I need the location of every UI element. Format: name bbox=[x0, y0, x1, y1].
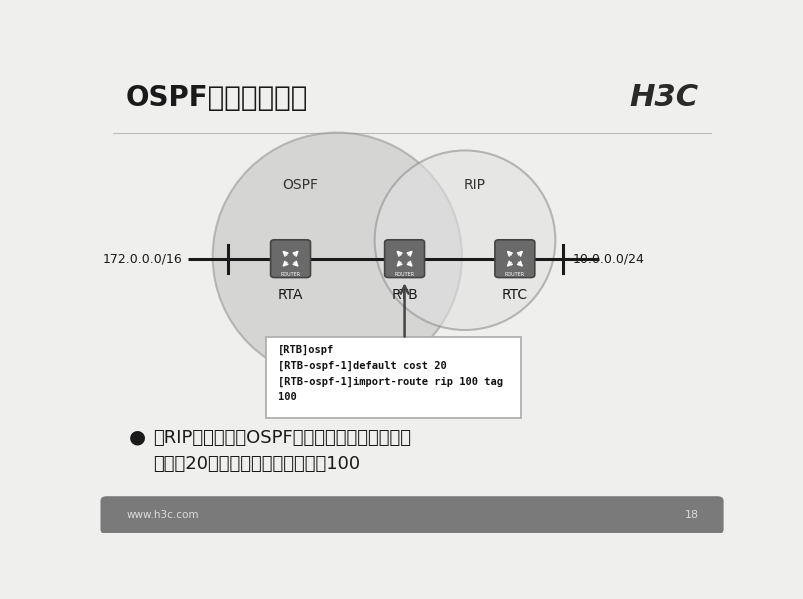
FancyBboxPatch shape bbox=[384, 240, 424, 277]
Text: 18: 18 bbox=[683, 510, 698, 520]
Text: OSPF路由引入示例: OSPF路由引入示例 bbox=[125, 84, 308, 113]
Text: RTB: RTB bbox=[391, 288, 418, 302]
Text: 172.0.0.0/16: 172.0.0.0/16 bbox=[103, 252, 182, 265]
FancyBboxPatch shape bbox=[495, 240, 534, 277]
Text: OSPF: OSPF bbox=[282, 178, 317, 192]
Ellipse shape bbox=[212, 132, 461, 380]
Text: www.h3c.com: www.h3c.com bbox=[126, 510, 199, 520]
Text: RTA: RTA bbox=[278, 288, 303, 302]
Text: RIP: RIP bbox=[463, 178, 485, 192]
Text: 10.0.0.0/24: 10.0.0.0/24 bbox=[572, 252, 644, 265]
Text: ROUTER: ROUTER bbox=[504, 272, 524, 277]
Text: ●: ● bbox=[128, 427, 145, 446]
Text: ROUTER: ROUTER bbox=[394, 272, 414, 277]
Text: 量値为20，所引入的路由标记値为100: 量値为20，所引入的路由标记値为100 bbox=[153, 455, 360, 473]
Ellipse shape bbox=[374, 150, 555, 330]
FancyBboxPatch shape bbox=[265, 337, 520, 418]
Text: 将RIP协议引入到OSPF路由表中，设定其缺省度: 将RIP协议引入到OSPF路由表中，设定其缺省度 bbox=[153, 429, 411, 447]
FancyBboxPatch shape bbox=[100, 496, 723, 534]
Text: H3C: H3C bbox=[629, 83, 698, 113]
Text: RTC: RTC bbox=[501, 288, 528, 302]
Text: [RTB]ospf
[RTB-ospf-1]default cost 20
[RTB-ospf-1]import-route rip 100 tag
100: [RTB]ospf [RTB-ospf-1]default cost 20 [R… bbox=[278, 345, 503, 403]
Text: ROUTER: ROUTER bbox=[280, 272, 300, 277]
FancyBboxPatch shape bbox=[271, 240, 310, 277]
